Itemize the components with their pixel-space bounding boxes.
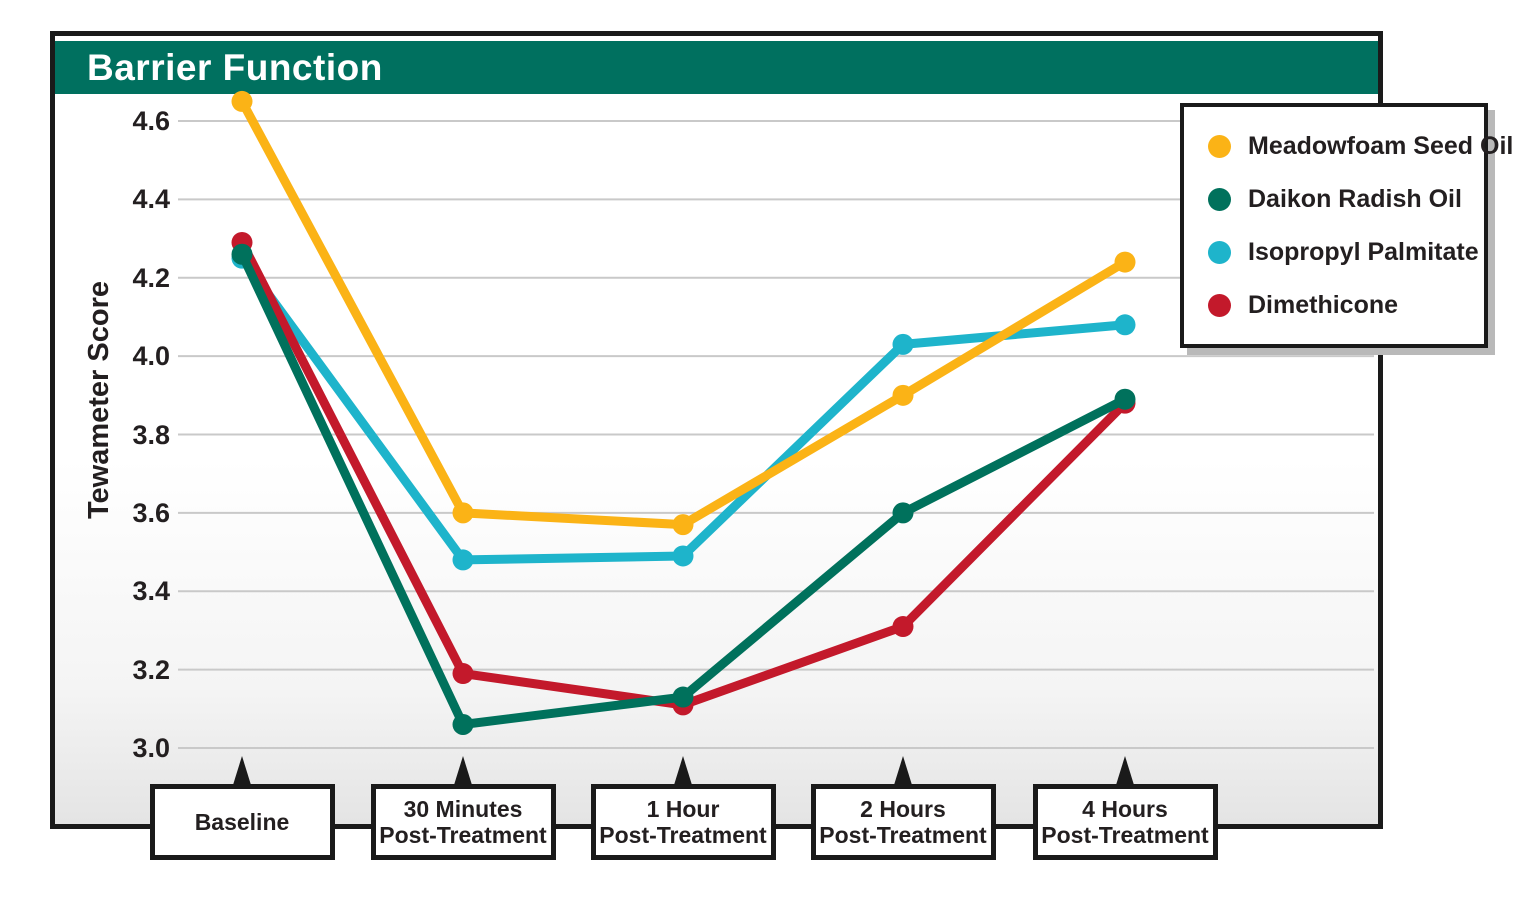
y-tick-label: 3.6 xyxy=(132,497,170,528)
legend-item: Meadowfoam Seed Oil xyxy=(1208,132,1513,160)
y-tick-label: 3.8 xyxy=(132,419,170,450)
x-category-label: 4 Hours xyxy=(1082,796,1168,822)
legend-label: Daikon Radish Oil xyxy=(1248,184,1462,213)
x-axis-pointer-icon xyxy=(1116,756,1134,785)
x-category-label: Post-Treatment xyxy=(379,822,547,848)
x-category-box-baseline: Baseline xyxy=(149,784,335,860)
legend-label: Meadowfoam Seed Oil xyxy=(1248,131,1514,160)
y-tick-label: 3.2 xyxy=(132,654,170,685)
y-tick-label: 3.4 xyxy=(132,576,170,607)
x-category-box-1-hour: 1 Hour Post-Treatment xyxy=(590,784,776,860)
legend-dot-icon xyxy=(1208,134,1231,158)
x-category-label: Post-Treatment xyxy=(1041,822,1209,848)
y-tick-label: 4.2 xyxy=(132,262,170,293)
legend-item: Daikon Radish Oil xyxy=(1208,184,1484,213)
chart-title: Barrier Function xyxy=(87,46,383,88)
chart-title-bar: Barrier Function xyxy=(55,41,1378,94)
legend-dot-icon xyxy=(1208,240,1231,264)
x-category-box-30-minutes: 30 Minutes Post-Treatment xyxy=(370,784,556,860)
legend: Meadowfoam Seed Oil Daikon Radish Oil Is… xyxy=(1180,103,1513,348)
legend-item: Dimethicone xyxy=(1208,290,1484,319)
y-tick-label: 4.6 xyxy=(132,106,170,136)
x-category-label: 1 Hour xyxy=(646,796,720,822)
x-category-box-4-hours: 4 Hours Post-Treatment xyxy=(1032,784,1218,860)
x-category-label: Post-Treatment xyxy=(599,822,767,848)
x-category-label: Baseline xyxy=(194,809,290,835)
y-tick-label: 4.4 xyxy=(132,184,170,215)
x-axis-pointer-icon xyxy=(233,756,251,785)
legend-item: Isopropyl Palmitate xyxy=(1208,237,1484,266)
x-category-label: Post-Treatment xyxy=(819,822,987,848)
x-category-label: 30 Minutes xyxy=(403,796,523,822)
legend-dot-icon xyxy=(1208,293,1231,317)
y-tick-label: 4.0 xyxy=(132,341,170,372)
x-axis-pointer-icon xyxy=(894,756,912,785)
x-category-label: 2 Hours xyxy=(860,796,946,822)
y-tick-label: 3.0 xyxy=(132,733,170,763)
legend-label: Isopropyl Palmitate xyxy=(1248,237,1479,266)
x-axis-pointer-icon xyxy=(454,756,472,785)
legend-dot-icon xyxy=(1208,187,1231,211)
x-axis-pointer-icon xyxy=(674,756,692,785)
x-category-box-2-hours: 2 Hours Post-Treatment xyxy=(810,784,996,860)
legend-label: Dimethicone xyxy=(1248,290,1399,319)
